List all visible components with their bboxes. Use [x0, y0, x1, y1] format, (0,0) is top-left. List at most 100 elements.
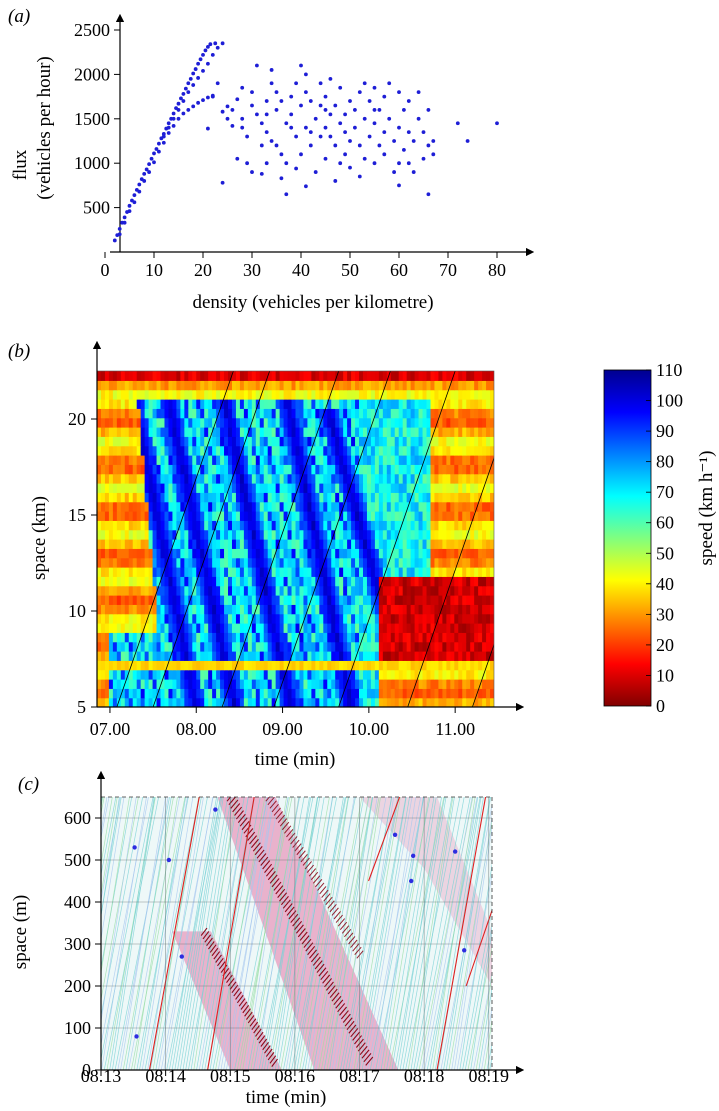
- panel-b-heat-cell: [362, 660, 368, 671]
- panel-b-heat-cell: [267, 688, 273, 699]
- panel-b-heat-cell: [255, 417, 261, 428]
- panel-b-heat-cell: [359, 492, 364, 503]
- panel-b-heat-cell: [216, 529, 221, 540]
- panel-b-heat-cell: [382, 464, 388, 475]
- panel-b-heat-cell: [128, 520, 134, 531]
- panel-b-heat-cell: [200, 585, 205, 596]
- panel-b-heat-cell: [474, 436, 479, 447]
- panel-b-heat-cell: [319, 641, 324, 652]
- panel-b-heat-cell: [295, 548, 301, 559]
- panel-b-heat-cell: [128, 380, 134, 391]
- panel-b-heat-cell: [454, 408, 459, 419]
- panel-b-heat-cell: [406, 473, 412, 484]
- panel-b-heat-cell: [144, 651, 150, 661]
- panel-b-heat-cell: [271, 436, 277, 447]
- panel-b-heat-cell: [120, 436, 126, 447]
- panel-b-heat-cell: [239, 408, 245, 419]
- panel-b-heat-cell: [144, 399, 150, 409]
- panel-b-heat-cell: [466, 679, 471, 689]
- panel-b-heat-cell: [442, 632, 447, 643]
- panel-a-point: [250, 170, 254, 174]
- panel-b-heat-cell: [108, 539, 114, 549]
- panel-b-heat-cell: [216, 623, 221, 633]
- panel-b-heat-cell: [454, 697, 459, 707]
- panel-b-heat-cell: [152, 483, 158, 493]
- colorbar-tick-label: 90: [656, 421, 674, 441]
- panel-b-heat-cell: [176, 473, 181, 484]
- panel-b-heat-cell: [482, 697, 487, 707]
- panel-b-heat-cell: [382, 595, 388, 605]
- panel-b-heat-cell: [323, 501, 328, 512]
- panel-b-heat-cell: [132, 651, 138, 661]
- panel-b-heat-cell: [362, 473, 368, 484]
- panel-b-heat-cell: [283, 511, 289, 521]
- panel-b-heat-cell: [450, 641, 455, 652]
- panel-b-heat-cell: [450, 417, 455, 428]
- panel-b-heat-cell: [104, 511, 110, 521]
- panel-b-heat-cell: [140, 399, 146, 409]
- panel-b-heat-cell: [311, 408, 316, 419]
- panel-c-jam-trajectory: [309, 949, 318, 959]
- panel-b-heat-cell: [327, 529, 332, 540]
- panel-b-heat-cell: [220, 445, 225, 456]
- panel-a-point: [235, 156, 240, 161]
- panel-b-heat-cell: [259, 511, 265, 521]
- panel-a-point: [230, 124, 235, 128]
- panel-b-heat-cell: [370, 473, 376, 484]
- panel-b-heat-cell: [442, 427, 447, 437]
- panel-b-heat-cell: [406, 539, 412, 549]
- panel-b-heat-cell: [343, 389, 348, 400]
- panel-b-heat-cell: [144, 548, 150, 559]
- panel-b-heat-cell: [259, 557, 265, 568]
- panel-b-heat-cell: [128, 464, 134, 475]
- panel-b-heat-cell: [490, 651, 494, 661]
- panel-b-heat-cell: [144, 492, 150, 503]
- panel-b-heat-cell: [366, 511, 372, 521]
- panel-b-heat-cell: [315, 585, 320, 596]
- panel-b-heat-cell: [382, 473, 388, 484]
- panel-b-heat-cell: [176, 688, 181, 699]
- panel-b-heat-cell: [247, 651, 253, 661]
- panel-b-heat-cell: [446, 539, 451, 549]
- panel-b-heat-cell: [307, 651, 312, 661]
- panel-b-heat-cell: [208, 585, 213, 596]
- panel-b-heat-cell: [446, 688, 451, 699]
- panel-b-heat-cell: [394, 641, 400, 652]
- panel-b-heat-cell: [414, 380, 420, 391]
- panel-b-heat-cell: [216, 380, 221, 391]
- panel-b-heat-cell: [140, 529, 146, 540]
- panel-b-heat-cell: [319, 604, 324, 615]
- panel-b-heat-cell: [168, 613, 174, 624]
- panel-a-point: [421, 156, 426, 161]
- panel-b-heat-cell: [438, 632, 443, 643]
- panel-a-point: [411, 139, 416, 143]
- panel-c-trajectory: [372, 797, 417, 1070]
- panel-b-heat-cell: [112, 371, 118, 381]
- panel-b-heat-cell: [450, 604, 455, 615]
- panel-b-heat-cell: [295, 595, 301, 605]
- panel-b-heat-cell: [108, 557, 114, 568]
- panel-c-y-tick-label: 200: [64, 976, 91, 996]
- panel-b-heat-cell: [410, 660, 416, 671]
- panel-b-heat-cell: [406, 492, 412, 503]
- panel-b-heat-cell: [315, 613, 320, 624]
- panel-b-heat-cell: [144, 417, 150, 428]
- panel-b-heat-cell: [446, 417, 451, 428]
- panel-b-heat-cell: [97, 511, 102, 521]
- panel-b-heat-cell: [402, 641, 408, 652]
- panel-b-heat-cell: [430, 669, 436, 680]
- panel-b-heat-cell: [450, 455, 455, 465]
- panel-b-heat-cell: [176, 632, 181, 643]
- panel-b-heat-cell: [359, 417, 364, 428]
- panel-b-heat-cell: [180, 529, 185, 540]
- panel-b-heat-cell: [204, 427, 209, 437]
- panel-b-heat-cell: [287, 595, 293, 605]
- panel-b-heat-cell: [307, 688, 312, 699]
- panel-b-heat-cell: [247, 436, 253, 447]
- panel-b-heat-cell: [188, 613, 193, 624]
- panel-b-heat-cell: [386, 697, 392, 707]
- panel-b-heat-cell: [120, 679, 126, 689]
- panel-b-heat-cell: [438, 501, 443, 512]
- panel-b-heat-cell: [426, 492, 432, 503]
- panel-b-heat-cell: [351, 557, 356, 568]
